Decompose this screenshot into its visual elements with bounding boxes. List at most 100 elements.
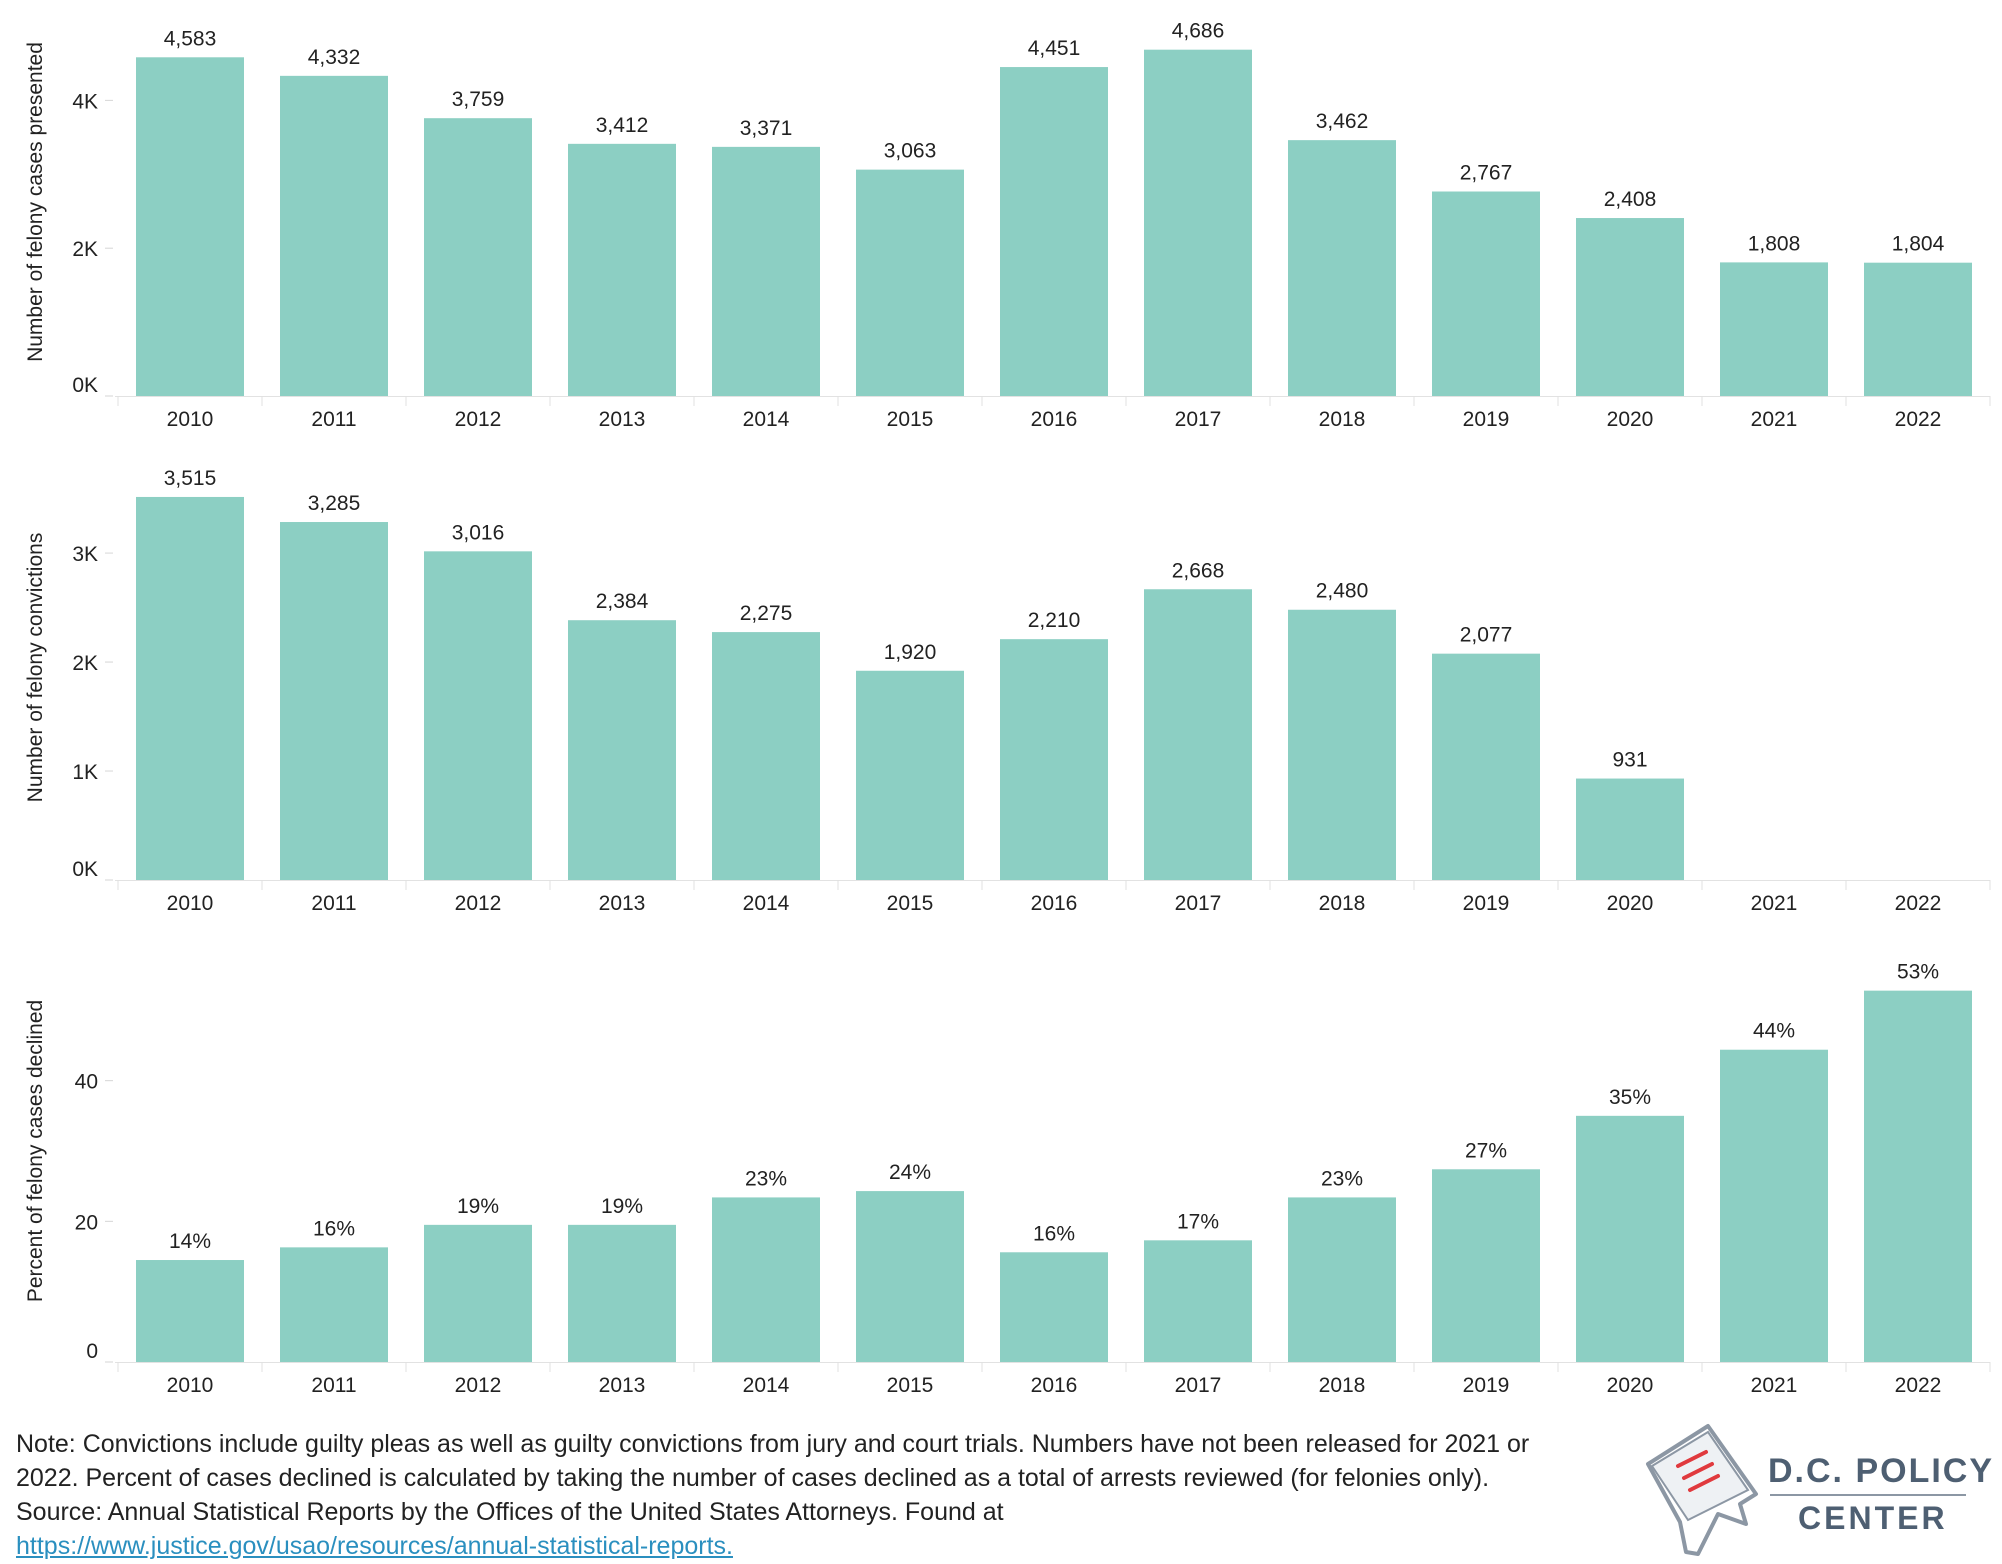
footnote-note-line1: Note: Convictions include guilty pleas a… bbox=[16, 1430, 1530, 1458]
bar bbox=[1432, 1169, 1540, 1362]
data-label: 3,759 bbox=[452, 88, 505, 111]
bar bbox=[1720, 1049, 1828, 1362]
x-tick-label: 2022 bbox=[1895, 1374, 1942, 1397]
x-tick-label: 2016 bbox=[1031, 1374, 1078, 1397]
y-tick-label: 2K bbox=[72, 238, 98, 261]
data-label: 2,408 bbox=[1604, 188, 1657, 211]
data-label: 14% bbox=[169, 1230, 211, 1253]
bar bbox=[712, 146, 820, 396]
x-tick-label: 2014 bbox=[743, 408, 790, 431]
bar bbox=[1576, 218, 1684, 396]
bar bbox=[712, 632, 820, 880]
bar bbox=[568, 620, 676, 880]
bar bbox=[1576, 778, 1684, 880]
x-tick-label: 2020 bbox=[1607, 892, 1654, 915]
data-label: 2,210 bbox=[1028, 609, 1081, 632]
data-label: 3,462 bbox=[1316, 110, 1369, 133]
x-tick-label: 2018 bbox=[1319, 408, 1366, 431]
bar bbox=[1288, 1197, 1396, 1362]
x-tick-label: 2022 bbox=[1895, 408, 1942, 431]
x-tick-label: 2015 bbox=[887, 408, 934, 431]
bar bbox=[1000, 67, 1108, 397]
data-label: 2,767 bbox=[1460, 162, 1513, 185]
x-tick-label: 2020 bbox=[1607, 408, 1654, 431]
x-tick-label: 2014 bbox=[743, 892, 790, 915]
bar bbox=[280, 1247, 388, 1362]
bar bbox=[1432, 191, 1540, 396]
x-tick-label: 2015 bbox=[887, 1374, 934, 1397]
chart-area: Number of felony cases presented 0K 2K 4K 4,… bbox=[24, 20, 1991, 1397]
bar bbox=[424, 1224, 532, 1362]
x-tick-label: 2021 bbox=[1751, 892, 1798, 915]
y-tick-label: 2K bbox=[72, 652, 98, 675]
logo-line2: CENTER bbox=[1798, 1500, 1948, 1536]
data-label: 3,063 bbox=[884, 140, 937, 163]
x-tick-label: 2018 bbox=[1319, 1374, 1366, 1397]
bar bbox=[280, 75, 388, 396]
bar bbox=[856, 169, 964, 396]
data-label: 2,384 bbox=[596, 590, 649, 613]
bar bbox=[136, 496, 244, 880]
bar bbox=[1144, 589, 1252, 880]
x-tick-label: 2012 bbox=[455, 1374, 502, 1397]
y-tick-label: 1K bbox=[72, 761, 98, 784]
dc-map-icon bbox=[1646, 1424, 1758, 1556]
x-tick-label: 2013 bbox=[599, 1374, 646, 1397]
y-tick-label: 3K bbox=[72, 543, 98, 566]
x-tick-label: 2018 bbox=[1319, 892, 1366, 915]
bar bbox=[712, 1197, 820, 1362]
dc-policy-center-logo bbox=[1646, 1424, 1758, 1556]
x-tick-label: 2011 bbox=[311, 892, 356, 915]
x-tick-label: 2013 bbox=[599, 408, 646, 431]
x-tick-label: 2017 bbox=[1175, 1374, 1222, 1397]
x-tick-label: 2013 bbox=[599, 892, 646, 915]
x-tick-label: 2015 bbox=[887, 892, 934, 915]
y-axis-title: Number of felony cases presented bbox=[24, 42, 47, 362]
y-tick-label: 40 bbox=[75, 1071, 98, 1094]
x-tick-label: 2010 bbox=[167, 408, 214, 431]
bar bbox=[1864, 262, 1972, 396]
data-label: 3,016 bbox=[452, 521, 505, 544]
footnote-note-line2: 2022. Percent of cases declined is calcu… bbox=[16, 1464, 1490, 1492]
logo-line1: D.C. POLICY bbox=[1768, 1452, 1995, 1490]
data-label: 19% bbox=[601, 1195, 643, 1218]
y-axis-title: Number of felony convictions bbox=[24, 533, 47, 803]
data-label: 53% bbox=[1897, 961, 1939, 984]
bar bbox=[1864, 990, 1972, 1362]
data-label: 2,077 bbox=[1460, 624, 1513, 647]
x-tick-label: 2016 bbox=[1031, 892, 1078, 915]
bar bbox=[136, 57, 244, 397]
data-label: 4,332 bbox=[308, 46, 361, 69]
bar bbox=[568, 143, 676, 396]
bar bbox=[1432, 653, 1540, 880]
x-tick-label: 2021 bbox=[1751, 1374, 1798, 1397]
data-label: 4,451 bbox=[1028, 37, 1081, 60]
data-label: 19% bbox=[457, 1195, 499, 1218]
x-tick-label: 2021 bbox=[1751, 408, 1798, 431]
bar bbox=[1720, 262, 1828, 396]
x-tick-label: 2012 bbox=[455, 408, 502, 431]
x-tick-label: 2019 bbox=[1463, 892, 1510, 915]
y-tick-label: 0 bbox=[86, 1340, 98, 1363]
data-label: 16% bbox=[1033, 1222, 1075, 1245]
data-label: 3,515 bbox=[164, 467, 217, 490]
bar bbox=[856, 670, 964, 880]
data-label: 2,668 bbox=[1172, 559, 1225, 582]
x-tick-label: 2020 bbox=[1607, 1374, 1654, 1397]
x-tick-label: 2011 bbox=[311, 1374, 356, 1397]
data-label: 44% bbox=[1753, 1020, 1795, 1043]
x-tick-label: 2017 bbox=[1175, 408, 1222, 431]
data-label: 16% bbox=[313, 1217, 355, 1240]
y-tick-label: 0K bbox=[72, 374, 98, 397]
data-label: 24% bbox=[889, 1161, 931, 1184]
x-tick-label: 2022 bbox=[1895, 892, 1942, 915]
bar bbox=[424, 551, 532, 880]
x-tick-label: 2010 bbox=[167, 892, 214, 915]
bar bbox=[1288, 609, 1396, 880]
x-tick-label: 2016 bbox=[1031, 408, 1078, 431]
data-label: 2,480 bbox=[1316, 580, 1369, 603]
data-label: 3,285 bbox=[308, 492, 361, 515]
bar bbox=[424, 118, 532, 396]
source-link[interactable]: https://www.justice.gov/usao/resources/a… bbox=[16, 1532, 733, 1560]
x-tick-label: 2019 bbox=[1463, 408, 1510, 431]
